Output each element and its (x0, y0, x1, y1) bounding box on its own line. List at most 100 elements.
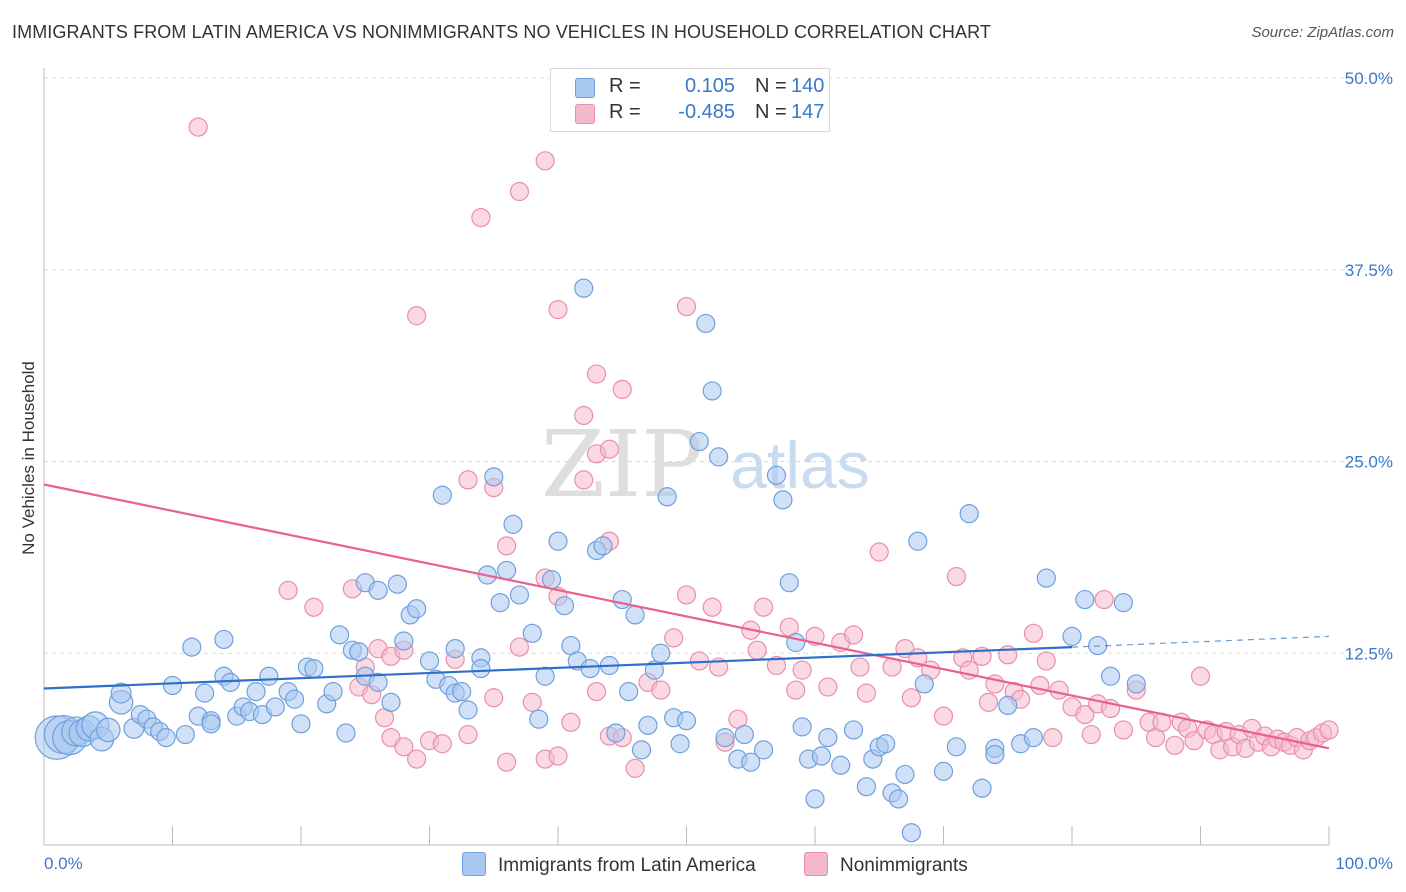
immigrants-point (368, 580, 388, 600)
immigrants-point (779, 573, 799, 593)
immigrants-point (484, 467, 504, 487)
nonimmigrants-point (599, 439, 620, 459)
nonimmigrants-point (458, 470, 478, 490)
immigrants-point (876, 734, 896, 754)
immigrants-point (259, 666, 279, 686)
nonimmigrants-point (522, 692, 542, 712)
immigrants-point (1062, 626, 1082, 646)
immigrants-point (734, 724, 754, 745)
immigrants-point (619, 681, 639, 702)
immigrants-point (214, 629, 234, 650)
immigrants-point (888, 789, 909, 809)
nonimmigrants-point (407, 749, 427, 769)
nonimmigrants-point (394, 737, 414, 757)
legend-r-value: 0.105 (684, 75, 735, 97)
nonimmigrants-point (664, 628, 684, 648)
axes (43, 68, 1330, 846)
immigrants-point (201, 714, 221, 734)
nonimmigrants-point (548, 746, 568, 766)
immigrants-point (1075, 589, 1095, 610)
immigrants-point (490, 593, 510, 613)
immigrants-point (529, 709, 549, 729)
immigrants-point (336, 723, 356, 743)
immigrants-point (522, 623, 542, 643)
immigrants-point (606, 723, 626, 743)
immigrants-points (34, 278, 1146, 843)
immigrants-point (1113, 593, 1134, 613)
immigrants-point (651, 643, 671, 663)
immigrants-point (291, 714, 311, 734)
nonimmigrants-point (574, 405, 594, 426)
nonimmigrants-point (676, 296, 697, 317)
immigrants-point (786, 632, 806, 653)
y-tick-label: 50.0% (1345, 69, 1393, 88)
legend-n-value: 147 (791, 101, 825, 123)
immigrants-point (766, 465, 787, 485)
nonimmigrants-point (856, 683, 877, 703)
immigrants-point (156, 728, 176, 748)
legend-n-label: N = (755, 101, 787, 123)
nonimmigrants-point (1094, 589, 1114, 610)
grid-lines (44, 77, 1366, 654)
immigrants-point (696, 313, 716, 334)
legend-r-label: R = (609, 101, 641, 123)
immigrants-point (895, 764, 915, 785)
nonimmigrants-point (747, 640, 767, 660)
nonimmigrants-point (432, 734, 452, 754)
nonimmigrants-point (625, 758, 645, 778)
immigrants-point (445, 639, 465, 659)
immigrants-point (818, 728, 838, 748)
nonimmigrants-point (1036, 651, 1056, 671)
immigrants-point (773, 490, 793, 510)
nonimmigrants-point (1023, 623, 1044, 643)
nonimmigrants-point (509, 637, 530, 657)
watermark-zip: ZIP (541, 411, 703, 518)
immigrants-point (631, 740, 652, 760)
immigrants-point (612, 589, 632, 610)
immigrants-point (220, 672, 240, 692)
immigrants-point (625, 605, 645, 625)
nonimmigrants-point (574, 470, 594, 490)
immigrants-point (195, 683, 215, 703)
immigrants-point (811, 746, 832, 766)
nonimmigrants-point (484, 688, 504, 708)
immigrants-point (432, 485, 452, 505)
watermark-atlas: atlas (730, 428, 869, 502)
immigrants-point (676, 711, 697, 731)
nonimmigrants-point (933, 706, 954, 726)
nonimmigrants-point (497, 536, 517, 556)
bottom-legend-swatch-blue (462, 852, 486, 876)
nonimmigrants-point (901, 688, 921, 708)
chart-source: Source: ZipAtlas.com (1251, 24, 1394, 41)
bottom-legend-swatch-pink (804, 852, 828, 876)
y-tick-label: 25.0% (1345, 453, 1393, 472)
immigrants-point (304, 658, 324, 679)
y-axis-label: No Vehicles in Household (19, 361, 38, 555)
nonimmigrants-point (304, 597, 324, 617)
immigrants-point (657, 487, 677, 507)
immigrants-point (503, 514, 523, 534)
immigrants-point (497, 560, 517, 581)
immigrants-point (284, 689, 305, 709)
immigrants-point (407, 599, 427, 619)
legend-n-value: 140 (791, 75, 825, 97)
immigrants-point (959, 504, 979, 524)
nonimmigrants-point (676, 585, 697, 605)
nonimmigrants-point (978, 692, 999, 712)
immigrants-point (110, 682, 132, 704)
legend-swatch-pink (575, 104, 595, 124)
nonimmigrants-point (509, 181, 530, 202)
nonimmigrants-point (1165, 735, 1185, 755)
immigrants-point (349, 642, 369, 662)
immigrants-point (368, 672, 388, 692)
immigrants-point (541, 570, 562, 590)
immigrants-point (644, 660, 664, 680)
legend-n-label: N = (755, 75, 787, 97)
legend-r-label: R = (609, 75, 641, 97)
immigrants-point (182, 637, 202, 657)
immigrants-point (329, 625, 350, 645)
immigrants-point (1126, 674, 1146, 694)
nonimmigrants-point (548, 300, 568, 320)
immigrants-point (843, 720, 864, 740)
